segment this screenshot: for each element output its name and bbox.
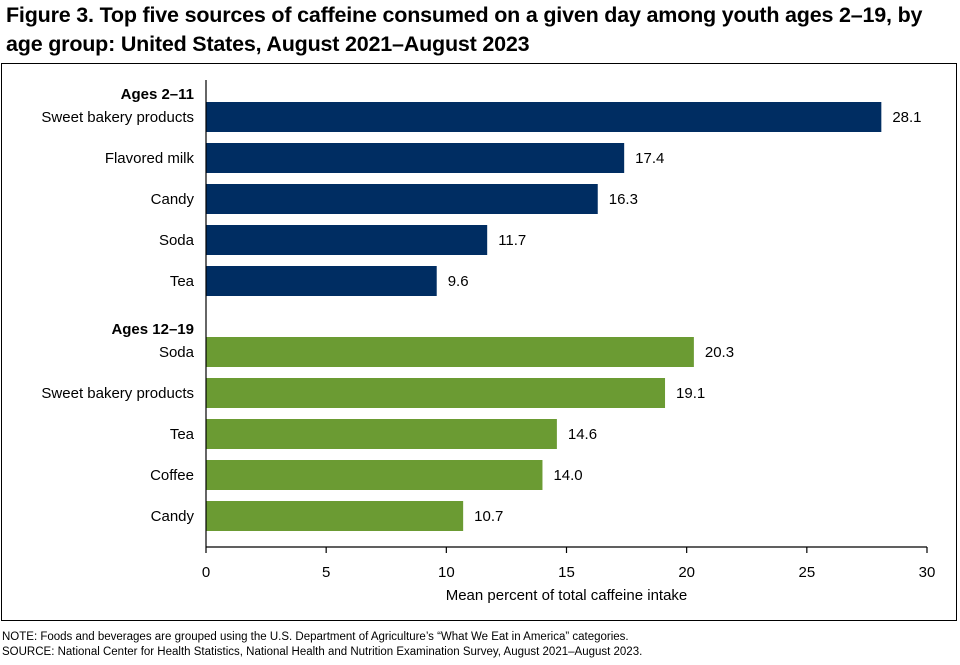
x-axis-label: Mean percent of total caffeine intake <box>446 587 688 604</box>
data-label-1-3: 14.0 <box>553 467 582 484</box>
bar-1-2 <box>206 419 557 449</box>
data-label-1-4: 10.7 <box>474 508 503 525</box>
chart-title: Figure 3. Top five sources of caffeine c… <box>6 3 923 56</box>
category-label-0-1: Flavored milk <box>105 150 195 167</box>
data-label-1-1: 19.1 <box>676 385 705 402</box>
x-tick-label-6: 30 <box>919 564 936 581</box>
group-header-1: Ages 12–19 <box>111 321 194 338</box>
bar-0-3 <box>206 225 488 255</box>
category-label-0-3: Soda <box>159 232 195 249</box>
data-label-1-0: 20.3 <box>705 344 734 361</box>
category-label-0-4: Tea <box>170 273 195 290</box>
data-label-0-0: 28.1 <box>892 109 921 126</box>
x-tick-label-3: 15 <box>558 564 575 581</box>
category-label-0-0: Sweet bakery products <box>41 109 194 126</box>
bar-0-0 <box>206 102 882 132</box>
chart-frame <box>1 63 957 621</box>
data-label-0-2: 16.3 <box>609 191 638 208</box>
source-text: SOURCE: National Center for Health Stati… <box>2 646 643 658</box>
x-tick-label-5: 25 <box>798 564 815 581</box>
category-label-1-1: Sweet bakery products <box>41 385 194 402</box>
bar-0-2 <box>206 184 598 214</box>
bar-1-4 <box>206 501 464 531</box>
bar-0-4 <box>206 266 437 296</box>
category-label-1-2: Tea <box>170 426 195 443</box>
data-label-0-4: 9.6 <box>448 273 469 290</box>
category-label-1-0: Soda <box>159 344 195 361</box>
bar-1-3 <box>206 460 543 490</box>
data-label-0-1: 17.4 <box>635 150 664 167</box>
bar-1-0 <box>206 337 694 367</box>
data-label-1-2: 14.6 <box>568 426 597 443</box>
note-text: NOTE: Foods and beverages are grouped us… <box>2 631 629 643</box>
bar-1-1 <box>206 378 666 408</box>
x-tick-label-2: 10 <box>438 564 455 581</box>
bar-0-1 <box>206 143 625 173</box>
category-label-1-3: Coffee <box>150 467 194 484</box>
category-label-1-4: Candy <box>151 508 195 525</box>
x-tick-label-0: 0 <box>202 564 210 581</box>
data-label-0-3: 11.7 <box>498 232 526 249</box>
x-tick-label-1: 5 <box>322 564 330 581</box>
group-header-0: Ages 2–11 <box>121 86 194 103</box>
x-tick-label-4: 20 <box>678 564 695 581</box>
category-label-0-2: Candy <box>151 191 195 208</box>
